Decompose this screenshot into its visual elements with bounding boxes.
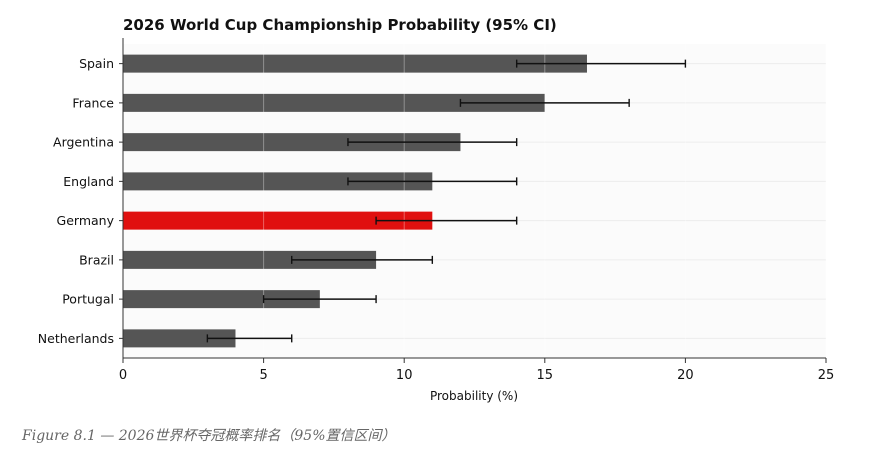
bar-netherlands (123, 329, 236, 348)
bar-brazil (123, 250, 377, 269)
x-tick-label: 10 (396, 368, 413, 383)
chart-title: 2026 World Cup Championship Probability … (123, 16, 557, 34)
x-tick-label: 0 (119, 368, 127, 383)
y-tick-label: Spain (79, 56, 114, 71)
bar-portugal (123, 290, 320, 309)
y-tick-label: Argentina (53, 135, 114, 150)
x-tick-label: 5 (259, 368, 267, 383)
x-axis-label: Probability (%) (430, 389, 518, 403)
bar-argentina (123, 133, 461, 152)
y-tick-label: Netherlands (38, 331, 114, 346)
figure-caption: Figure 8.1 — 2026世界杯夺冠概率排名（95%置信区间） (22, 428, 396, 444)
chart-svg: 2026 World Cup Championship Probability … (38, 16, 834, 403)
y-tick-label: France (72, 95, 114, 110)
bar-spain (123, 54, 587, 73)
y-tick-label: England (63, 174, 114, 189)
plot-background (123, 44, 826, 358)
x-tick-label: 15 (537, 368, 554, 383)
bar-england (123, 172, 433, 191)
y-tick-label: Brazil (79, 252, 114, 267)
y-tick-label: Germany (57, 213, 115, 228)
x-tick-label: 25 (818, 368, 835, 383)
bar-germany (123, 211, 433, 230)
plot-area: 0 5 10 15 20 25 Spain France Argentina England Ger… (38, 38, 834, 383)
x-tick-label: 20 (677, 368, 694, 383)
bar-france (123, 93, 545, 112)
y-tick-label: Portugal (62, 292, 114, 307)
